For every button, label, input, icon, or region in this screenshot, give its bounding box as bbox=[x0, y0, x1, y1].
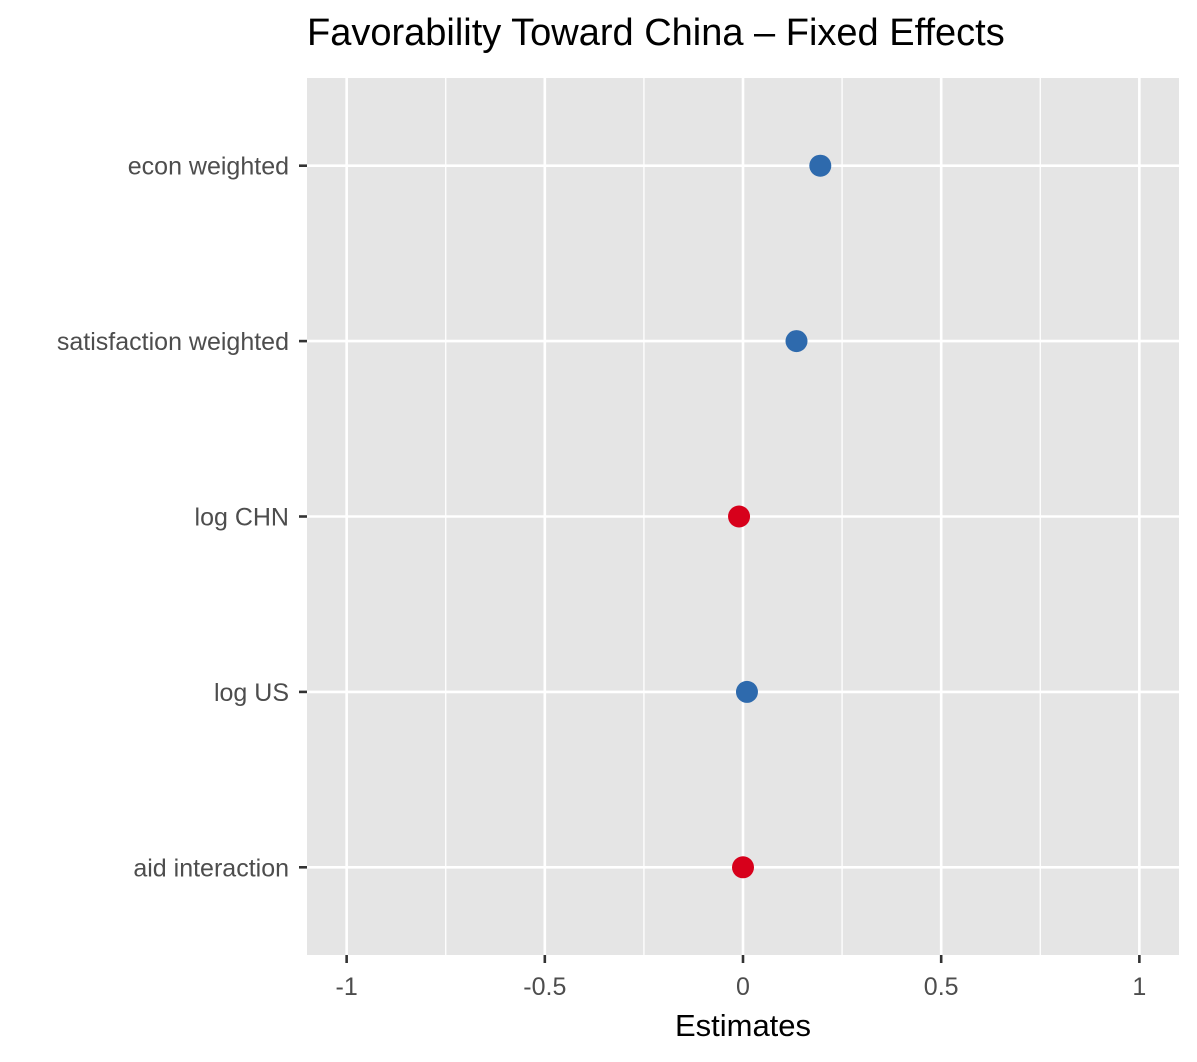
y-tick-label: aid interaction bbox=[133, 854, 289, 882]
x-tick-label: -0.5 bbox=[523, 973, 566, 1001]
chart-title: Favorability Toward China – Fixed Effect… bbox=[307, 12, 1005, 54]
estimate-point bbox=[735, 680, 758, 703]
y-tick-label: log US bbox=[214, 679, 289, 707]
x-axis-title: Estimates bbox=[675, 1008, 811, 1043]
x-tick-label: 0.5 bbox=[924, 973, 959, 1001]
estimate-point bbox=[732, 856, 754, 879]
x-tick-label: 0 bbox=[736, 973, 750, 1001]
y-axis: econ weighted satisfaction weighted log CH… bbox=[57, 153, 307, 882]
estimate-point bbox=[785, 330, 808, 353]
x-tick-label: 1 bbox=[1132, 973, 1146, 1001]
x-axis: -1 -0.5 0 0.5 1 bbox=[336, 955, 1146, 1001]
estimate-point bbox=[809, 154, 832, 177]
estimate-point bbox=[728, 505, 751, 528]
x-tick-label: -1 bbox=[336, 973, 358, 1001]
y-tick-label: log CHN bbox=[195, 504, 289, 532]
estimate-points bbox=[728, 154, 832, 879]
y-tick-label: econ weighted bbox=[128, 153, 289, 181]
y-tick-label: satisfaction weighted bbox=[57, 328, 289, 356]
